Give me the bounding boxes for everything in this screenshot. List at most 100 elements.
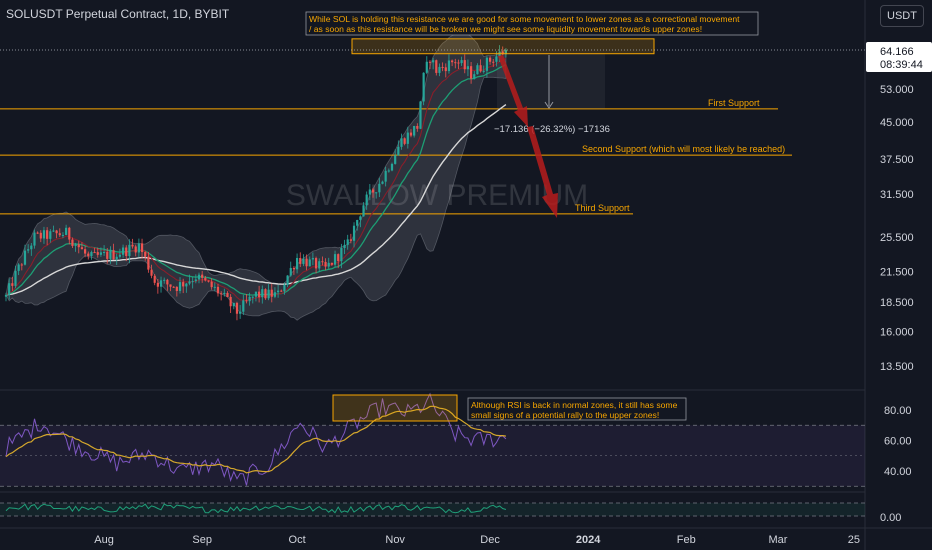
candle-body — [413, 125, 416, 136]
candle-body — [324, 261, 327, 267]
candle-body — [463, 60, 466, 70]
currency-button[interactable]: USDT — [880, 5, 924, 27]
projection-arrow-2 — [527, 126, 558, 218]
candle-body — [289, 267, 292, 276]
candle-body — [68, 227, 71, 240]
candle-body — [232, 302, 235, 307]
candle-body — [213, 286, 216, 288]
candle-body — [20, 264, 23, 266]
candle-body — [485, 57, 489, 71]
candle-body — [425, 61, 428, 73]
candle-body — [17, 264, 20, 271]
candle-body — [80, 247, 84, 250]
candle-body — [447, 60, 451, 72]
support-label-3: Third Support — [575, 203, 630, 213]
candle-body — [469, 66, 473, 79]
candle-body — [375, 192, 378, 194]
candle-body — [349, 239, 352, 241]
price-tick-label: 18.500 — [880, 297, 914, 309]
top-note-line-2: / as soon as this resistance will be bro… — [309, 24, 702, 34]
osc-line — [5, 503, 507, 514]
candle-body — [8, 283, 11, 295]
candle-body — [482, 70, 485, 72]
candle-body — [90, 252, 93, 257]
candle-body — [156, 282, 159, 287]
candle-body — [61, 234, 65, 236]
candle-body — [466, 66, 470, 70]
candle-body — [74, 244, 77, 247]
candle-body — [128, 244, 131, 257]
candle-body — [409, 132, 413, 136]
rsi-note-line-1: Although RSI is back in normal zones, it… — [471, 400, 678, 410]
candle-body — [451, 60, 454, 63]
candle-body — [254, 291, 258, 297]
candle-body — [267, 289, 270, 299]
candle-body — [346, 239, 349, 245]
candle-body — [11, 283, 14, 286]
candle-body — [106, 252, 109, 259]
candle-body — [432, 60, 435, 63]
candle-body — [258, 291, 261, 298]
candle-body — [384, 170, 387, 182]
candle-body — [223, 292, 226, 294]
candle-body — [441, 66, 444, 68]
candle-body — [159, 280, 163, 287]
candle-body — [261, 289, 264, 298]
candle-body — [305, 258, 308, 267]
candle-body — [118, 254, 122, 257]
price-tick-label: 31.500 — [880, 189, 914, 201]
candle-body — [112, 250, 115, 260]
candle-body — [381, 181, 384, 184]
candle-body — [295, 258, 299, 270]
candle-body — [371, 189, 375, 193]
candle-body — [191, 281, 194, 283]
rsi-ma-line — [5, 405, 506, 474]
candle-body — [147, 256, 150, 270]
time-tick-label: Aug — [94, 534, 114, 546]
rsi-tick-label: 80.00 — [884, 405, 912, 417]
candle-body — [52, 230, 55, 232]
candle-body — [23, 250, 27, 265]
price-tag — [866, 42, 932, 72]
candle-body — [248, 296, 251, 302]
candle-body — [368, 189, 371, 195]
candle-body — [245, 300, 248, 302]
candle-body — [58, 233, 61, 236]
time-tick-label: 2024 — [576, 534, 601, 546]
measure-arrow — [544, 101, 554, 109]
candles-group — [4, 45, 508, 321]
candle-body — [292, 267, 296, 270]
candle-body — [460, 60, 463, 64]
ema-slow-line — [5, 104, 507, 296]
candle-body — [340, 248, 343, 262]
candle-body — [175, 286, 178, 291]
price-tick-label: 13.500 — [880, 361, 914, 373]
price-tick-label: 25.500 — [880, 232, 914, 244]
rsi-highlight-zone — [332, 394, 458, 422]
candle-body — [14, 270, 17, 286]
rsi-tick-label: 60.00 — [884, 436, 912, 448]
candle-body — [39, 232, 42, 239]
candle-body — [30, 245, 33, 250]
candle-body — [153, 275, 156, 283]
candle-body — [438, 66, 441, 73]
candle-body — [302, 258, 305, 264]
projection-box — [497, 53, 605, 109]
price-tick-label: 21.500 — [880, 267, 914, 279]
osc-tick-label: 0.00 — [880, 512, 901, 524]
candle-body — [33, 232, 36, 246]
candle-body — [479, 65, 482, 72]
candle-body — [242, 300, 245, 312]
resistance-zone — [351, 38, 655, 55]
candle-body — [299, 258, 302, 264]
price-tag-countdown: 08:39:44 — [880, 59, 923, 71]
candle-body — [327, 262, 330, 267]
candle-body — [352, 225, 356, 241]
candle-body — [115, 256, 118, 260]
candle-body — [102, 252, 106, 254]
candle-body — [473, 74, 476, 79]
rsi-tick-label: 40.00 — [884, 466, 912, 478]
candle-body — [197, 274, 201, 280]
candle-body — [270, 289, 273, 297]
candle-body — [185, 283, 188, 287]
